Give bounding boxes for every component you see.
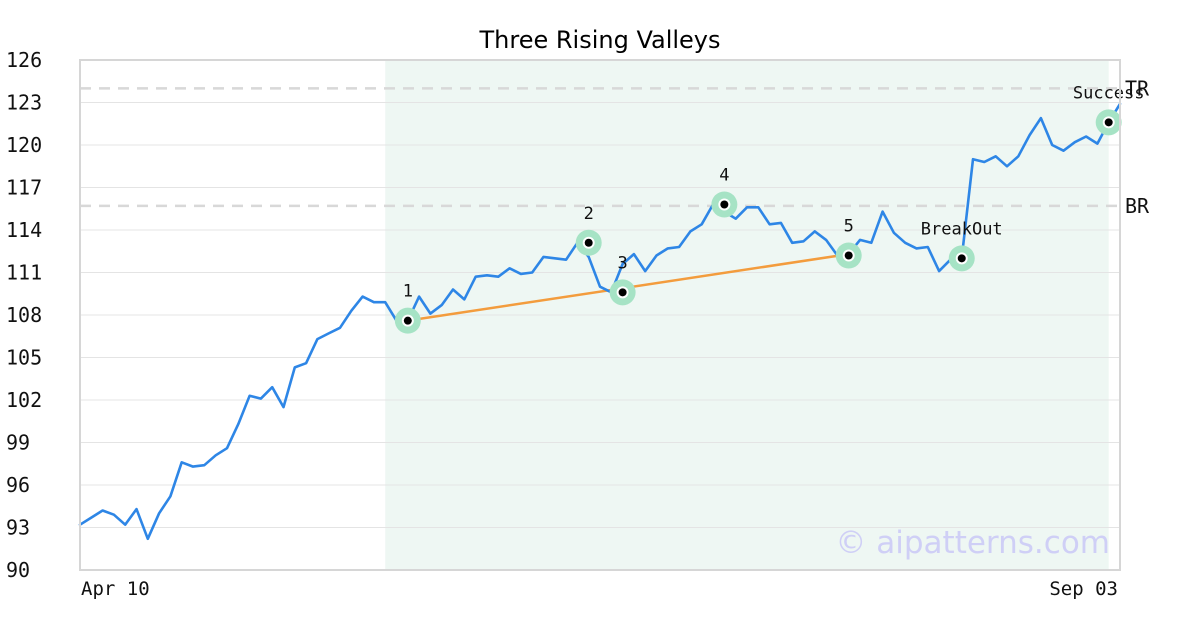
x-tick-label-end: Sep 03 (1049, 578, 1118, 600)
price-series-line (78, 102, 1122, 541)
y-tick-label: 96 (6, 473, 30, 497)
y-tick-label: 117 (6, 176, 42, 200)
chart-title: Three Rising Valleys (478, 26, 720, 54)
y-tick-label: 114 (6, 218, 42, 242)
marker-dot-1 (403, 316, 412, 325)
marker-dot-breakout (957, 254, 966, 263)
annotation-label-2: 2 (584, 204, 594, 224)
marker-dot-2 (584, 238, 593, 247)
y-tick-label: 108 (6, 303, 42, 327)
y-tick-label: 111 (6, 261, 42, 285)
y-tick-label: 99 (6, 431, 30, 455)
y-tick-label: 102 (6, 388, 42, 412)
annotation-label-5: 5 (844, 217, 854, 237)
marker-dot-3 (618, 288, 627, 297)
annotation-label-breakout: BreakOut (921, 219, 1003, 239)
marker-dot-5 (844, 251, 853, 260)
annotation-label-success: Success (1073, 83, 1145, 103)
annotation-label-3: 3 (617, 253, 627, 273)
annotation-label-4: 4 (719, 166, 729, 186)
plot-frame (79, 59, 1121, 571)
y-tick-label: 120 (6, 133, 42, 157)
y-tick-label: 90 (6, 558, 30, 582)
y-tick-label: 105 (6, 346, 42, 370)
y-tick-label: 93 (6, 516, 30, 540)
annotation-label-1: 1 (403, 282, 413, 302)
marker-dot-4 (720, 200, 729, 209)
y-tick-label: 126 (6, 48, 42, 72)
reference-label-br: BR (1125, 194, 1150, 218)
watermark: © aipatterns.com (835, 525, 1110, 561)
reference-label-tr: TR (1125, 76, 1150, 100)
marker-dot-success (1104, 118, 1113, 127)
x-tick-label-start: Apr 10 (81, 578, 150, 600)
y-tick-label: 123 (6, 91, 42, 115)
